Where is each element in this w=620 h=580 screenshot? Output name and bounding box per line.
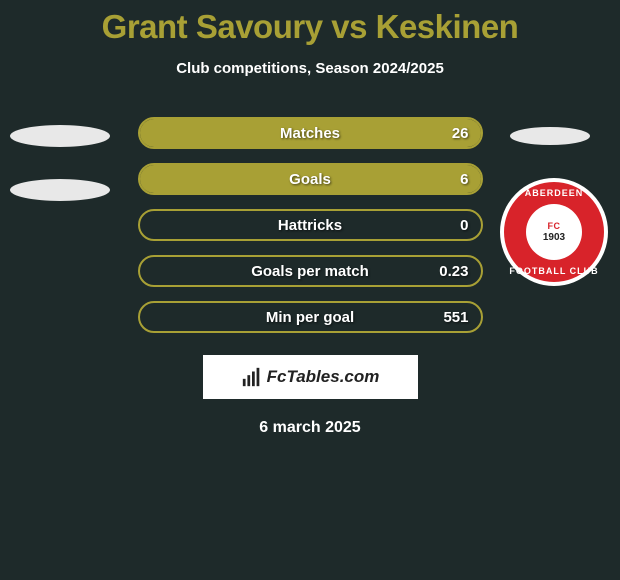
bar-value: 551 — [443, 309, 468, 326]
badge-inner-circle: FC 1903 — [526, 204, 582, 260]
badge-inner-year: 1903 — [543, 232, 565, 243]
bar-value: 26 — [452, 125, 469, 142]
bar-label: Goals — [289, 171, 331, 188]
ellipse-shape — [10, 179, 110, 201]
bar-value: 0.23 — [439, 263, 468, 280]
date-text: 6 march 2025 — [0, 419, 620, 437]
subtitle: Club competitions, Season 2024/2025 — [0, 60, 620, 77]
badge-inner-top: FC — [548, 221, 561, 231]
bar-label: Goals per match — [251, 263, 369, 280]
badge-top-text: ABERDEEN — [525, 188, 584, 198]
right-player-placeholder — [510, 127, 590, 145]
bar-value: 6 — [460, 171, 468, 188]
ellipse-shape — [10, 125, 110, 147]
badge-bottom-text: FOOTBALL CLUB — [509, 266, 598, 276]
club-badge: ABERDEEN FC 1903 FOOTBALL CLUB — [500, 178, 608, 286]
left-player-placeholder — [10, 125, 110, 233]
stat-bars: Matches 26 Goals 6 Hattricks 0 Goals per… — [138, 117, 483, 333]
bar-goals: Goals 6 — [138, 163, 483, 195]
badge-outer-ring: ABERDEEN FC 1903 FOOTBALL CLUB — [500, 178, 608, 286]
bar-goals-per-match: Goals per match 0.23 — [138, 255, 483, 287]
bar-label: Hattricks — [278, 217, 342, 234]
logo-text: FcTables.com — [267, 367, 380, 387]
bar-value: 0 — [460, 217, 468, 234]
bar-hattricks: Hattricks 0 — [138, 209, 483, 241]
bar-matches: Matches 26 — [138, 117, 483, 149]
site-logo: FcTables.com — [203, 355, 418, 399]
bar-label: Min per goal — [266, 309, 354, 326]
page-title: Grant Savoury vs Keskinen — [0, 0, 620, 46]
bar-min-per-goal: Min per goal 551 — [138, 301, 483, 333]
bar-label: Matches — [280, 125, 340, 142]
bar-chart-icon — [241, 366, 263, 388]
